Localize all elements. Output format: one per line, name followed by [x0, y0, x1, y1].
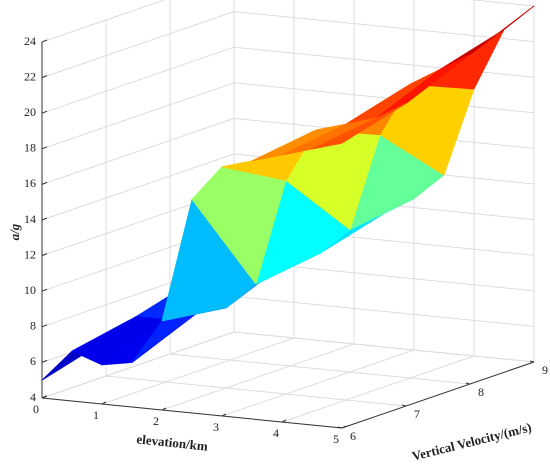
tick-mark — [41, 217, 48, 221]
tick-mark — [41, 181, 48, 185]
tick-mark — [101, 401, 107, 405]
y-tick-label: 7 — [414, 407, 420, 421]
z-tick-label: 10 — [24, 283, 36, 297]
tick-mark — [465, 382, 471, 385]
z-tick-label: 18 — [24, 141, 36, 155]
z-tick-label: 14 — [24, 212, 36, 226]
y-tick-label: 8 — [478, 385, 484, 399]
tick-mark — [41, 253, 48, 257]
grid-line — [101, 337, 295, 405]
x-tick-label: 2 — [153, 414, 159, 428]
grid-line — [41, 153, 235, 221]
grid-line — [41, 82, 235, 150]
tick-mark — [41, 110, 48, 114]
grid-line — [468, 0, 535, 7]
z-tick-label: 6 — [30, 354, 36, 368]
tick-mark — [41, 395, 47, 399]
grid-line — [233, 331, 535, 363]
grid-line — [41, 331, 235, 399]
tick-mark — [41, 39, 48, 43]
tick-mark — [341, 425, 347, 429]
x-tick-label: 4 — [273, 426, 279, 440]
z-tick-label: 12 — [24, 247, 36, 261]
grid-line — [169, 353, 471, 385]
tick-mark — [41, 288, 48, 292]
y-tick-label: 9 — [542, 363, 548, 377]
z-tick-label: 24 — [24, 34, 36, 48]
grid-line — [41, 0, 166, 43]
grid-line — [41, 117, 235, 185]
z-tick-label: 16 — [24, 176, 36, 190]
z-axis-label: a/g — [7, 223, 22, 240]
grid-line — [281, 355, 475, 423]
tick-mark — [41, 146, 48, 150]
grid-line — [161, 343, 355, 411]
z-tick-label: 20 — [24, 105, 36, 119]
grid-line — [105, 375, 407, 407]
x-tick-label: 0 — [33, 402, 39, 416]
y-tick-label: 6 — [350, 429, 356, 443]
grid-line — [233, 11, 535, 43]
z-tick-label: 4 — [30, 390, 36, 404]
tick-mark — [529, 360, 535, 363]
x-axis-label: elevation/km — [136, 431, 209, 453]
tick-mark — [221, 413, 227, 417]
y-axis — [341, 361, 535, 429]
grid-line — [221, 349, 415, 417]
x-axis — [41, 397, 343, 429]
grid-line — [41, 11, 235, 79]
tick-mark — [401, 404, 407, 407]
y-axis-label: Vertical Velocity/(m/s) — [410, 419, 533, 463]
z-tick-label: 8 — [30, 319, 36, 333]
x-tick-label: 5 — [333, 432, 339, 446]
x-tick-label: 1 — [93, 408, 99, 422]
grid-line — [233, 82, 535, 114]
grid-line — [233, 46, 535, 78]
tick-mark — [281, 419, 287, 423]
tick-mark — [337, 426, 343, 429]
tick-mark — [41, 359, 48, 363]
z-tick-label: 22 — [24, 69, 36, 83]
grid-line — [233, 295, 535, 327]
surface-patch — [311, 103, 407, 150]
tick-mark — [161, 407, 167, 411]
tick-mark — [41, 75, 48, 79]
grid-line — [41, 46, 235, 114]
tick-mark — [41, 324, 48, 328]
x-tick-label: 3 — [213, 420, 219, 434]
